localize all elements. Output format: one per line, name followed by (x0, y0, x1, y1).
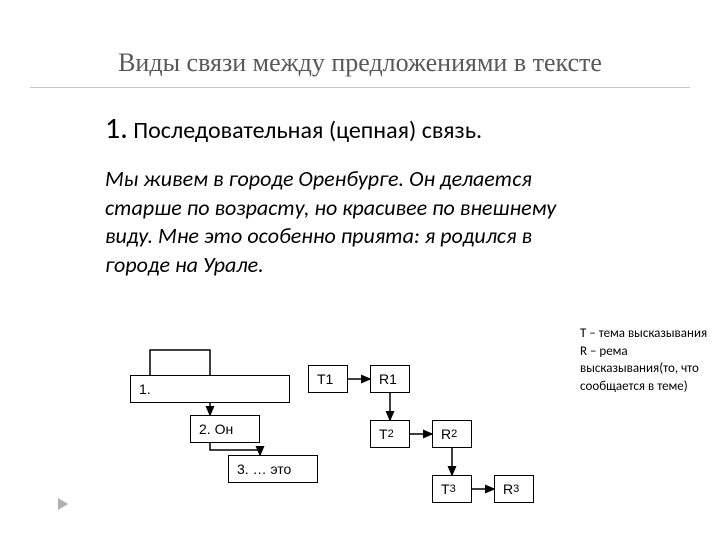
slide-title: Виды связи между предложениями в тексте (50, 48, 670, 78)
subtitle-number: 1. (105, 110, 128, 147)
legend-text: T – тема высказывания R – рема высказыва… (580, 325, 710, 395)
box-r2: R2 (432, 420, 472, 448)
subtitle: 1. Последовательная (цепная) связь. (105, 110, 482, 147)
box-r3: R3 (494, 475, 534, 503)
box-b2: 2. Он (190, 415, 260, 443)
box-t2: T2 (370, 420, 410, 448)
subtitle-text: Последовательная (цепная) связь. (133, 116, 482, 145)
box-b3: 3. … это (228, 455, 318, 483)
box-t3: T3 (432, 475, 472, 503)
example-paragraph: Мы живем в городе Оренбурге. Он делается… (105, 165, 595, 279)
box-r1: R1 (370, 365, 410, 393)
box-b1: 1. (130, 375, 290, 403)
slide-marker-icon (58, 498, 68, 510)
title-underline (30, 87, 690, 88)
box-t1: T1 (308, 365, 348, 393)
